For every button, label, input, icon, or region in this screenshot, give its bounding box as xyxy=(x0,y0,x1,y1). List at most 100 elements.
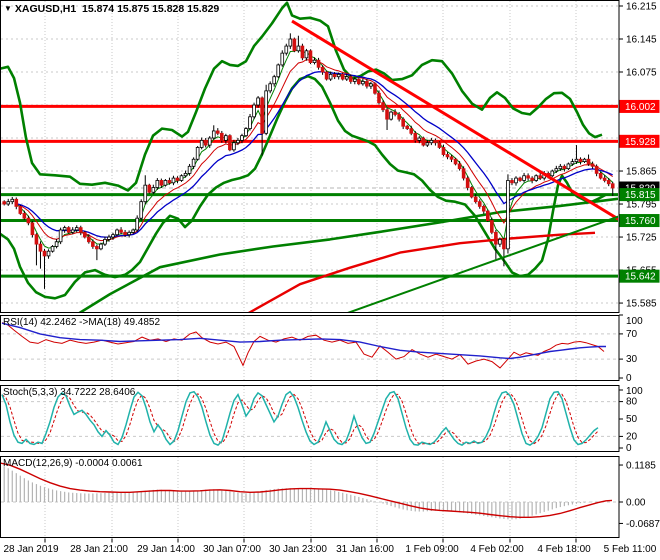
bear-candle xyxy=(453,158,458,165)
svg-text:0: 0 xyxy=(626,373,632,384)
bull-candle xyxy=(506,180,510,250)
svg-text:15.585: 15.585 xyxy=(626,299,657,310)
bull-candle xyxy=(272,76,277,85)
time-label: 1 Feb 09:00 xyxy=(405,544,459,555)
bull-candle xyxy=(54,241,59,247)
bull-candle xyxy=(207,137,212,146)
bear-candle xyxy=(594,165,599,174)
bull-candle xyxy=(58,229,63,243)
svg-text:15.760: 15.760 xyxy=(625,216,656,227)
time-axis[interactable] xyxy=(0,540,660,560)
bull-candle xyxy=(582,158,587,162)
bull-candle xyxy=(429,139,434,144)
bear-candle xyxy=(42,250,47,257)
bull-candle xyxy=(550,170,555,177)
bear-candle xyxy=(159,180,164,186)
candles xyxy=(2,33,615,289)
macd-signal-line xyxy=(1,462,613,518)
bear-candle xyxy=(409,128,414,134)
bear-candle xyxy=(578,158,583,162)
bear-candle xyxy=(401,118,405,127)
bear-candle xyxy=(393,111,397,115)
svg-text:100: 100 xyxy=(626,386,643,397)
bull-candle xyxy=(70,229,75,233)
bull-candle xyxy=(183,172,188,177)
bear-candle xyxy=(461,168,466,179)
ascending-support-trendline[interactable] xyxy=(345,215,623,314)
time-axis-labels: 28 Jan 2019 28 Jan 21:00 29 Jan 14:00 30 Ja… xyxy=(3,538,657,555)
bear-candle xyxy=(66,227,71,233)
bull-candle xyxy=(236,139,240,144)
bull-candle xyxy=(6,201,11,205)
bear-candle xyxy=(433,139,438,144)
bear-candle xyxy=(610,183,615,189)
svg-text:15.725: 15.725 xyxy=(626,233,657,244)
bull-candle xyxy=(268,83,272,92)
bear-candle xyxy=(590,163,595,167)
bear-candle xyxy=(123,231,127,236)
bull-candle xyxy=(151,187,156,193)
descending-resistance-trendline[interactable] xyxy=(291,19,623,222)
bull-candle xyxy=(566,163,571,170)
bull-candle xyxy=(336,73,341,78)
bear-candle xyxy=(437,142,442,148)
bull-candle xyxy=(131,229,135,233)
bull-candle xyxy=(425,142,430,146)
bear-candle xyxy=(485,210,490,221)
svg-text:20: 20 xyxy=(626,431,638,442)
bear-candle xyxy=(405,125,409,129)
bear-candle xyxy=(228,135,232,151)
bear-candle xyxy=(348,76,353,82)
bull-candle xyxy=(344,76,349,80)
bull-candle xyxy=(248,116,252,129)
svg-text:0.1185: 0.1185 xyxy=(626,461,656,472)
bull-candle xyxy=(99,243,103,250)
bear-candle xyxy=(586,158,591,165)
bull-candle xyxy=(276,64,281,78)
bear-candle xyxy=(373,83,377,94)
macd-panel-border[interactable] xyxy=(0,456,620,538)
bear-candle xyxy=(445,154,450,158)
svg-text:100: 100 xyxy=(626,316,643,327)
long-ma-red xyxy=(248,231,596,312)
time-label: 4 Feb 18:00 xyxy=(537,544,591,555)
bull-candle xyxy=(187,165,192,174)
bear-candle xyxy=(385,109,389,120)
bear-candle xyxy=(87,236,91,243)
bull-candle xyxy=(179,175,184,181)
main-panel-border[interactable] xyxy=(0,0,620,313)
bear-candle xyxy=(34,234,39,245)
bull-candle xyxy=(558,165,563,170)
bear-candle xyxy=(300,45,305,59)
bull-candle xyxy=(252,104,256,118)
bull-candle xyxy=(224,135,228,141)
bear-candle xyxy=(449,156,454,160)
bear-candle xyxy=(18,205,23,214)
svg-text:80: 80 xyxy=(626,397,638,408)
svg-text:16.002: 16.002 xyxy=(625,102,656,113)
price-axis[interactable] xyxy=(619,0,660,540)
bull-candle xyxy=(199,139,204,148)
bear-candle xyxy=(598,172,603,179)
bear-candle xyxy=(320,66,325,73)
svg-text:15.928: 15.928 xyxy=(625,137,656,148)
bull-candle xyxy=(10,198,15,203)
bull-candle xyxy=(353,78,357,82)
bear-candle xyxy=(91,241,95,247)
bull-candle xyxy=(288,38,293,47)
bollinger-lower-band xyxy=(1,74,607,300)
price-axis-labels: 16.215 16.145 16.075 15.865 15.795 15.725 15.6… xyxy=(619,1,660,310)
bear-candle xyxy=(215,130,220,134)
svg-text:0: 0 xyxy=(626,443,632,454)
ema-16-line xyxy=(16,71,613,238)
bull-candle xyxy=(232,142,236,151)
rsi-panel-border[interactable] xyxy=(0,315,620,381)
bull-candle xyxy=(284,45,289,54)
bull-candle xyxy=(155,180,160,188)
bear-candle xyxy=(510,180,514,184)
bear-candle xyxy=(260,97,264,134)
bear-candle xyxy=(324,71,329,80)
